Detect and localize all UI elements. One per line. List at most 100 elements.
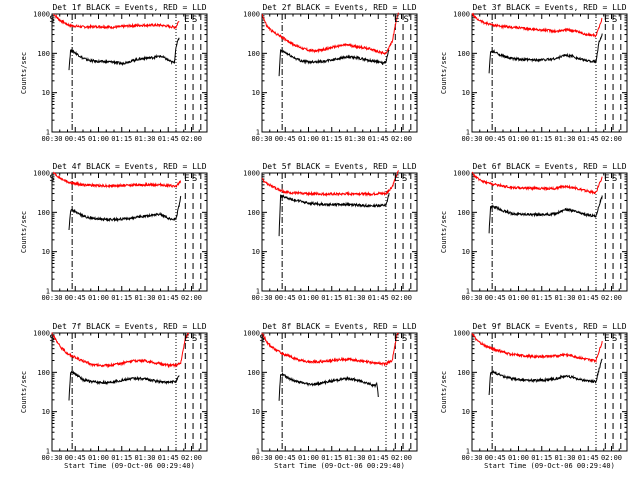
y-tick-label: 100 <box>37 209 50 217</box>
marker-label: E <box>184 334 189 344</box>
x-tick-label: 00:30 <box>251 135 272 143</box>
plot-frame <box>261 172 418 292</box>
x-tick-label: 01:00 <box>88 135 109 143</box>
x-axis-label: Start Time (09-Oct-06 00:29:40) <box>274 462 405 470</box>
series-line-events <box>488 358 603 396</box>
x-tick-label: 02:00 <box>181 454 202 462</box>
series-line-events <box>278 48 390 77</box>
y-tick-label: 10 <box>252 408 260 416</box>
y-axis-label: Counts/sec <box>440 52 448 94</box>
marker-label: E <box>184 174 189 184</box>
series-line-lld <box>261 170 399 198</box>
y-axis-label: Counts/sec <box>20 52 28 94</box>
x-tick-label: 02:00 <box>601 135 622 143</box>
marker-label: E <box>394 334 399 344</box>
series-line-events <box>68 195 182 231</box>
x-tick-label: 00:30 <box>461 454 482 462</box>
y-tick-label: 1 <box>46 288 50 296</box>
y-tick-label: 10 <box>42 408 50 416</box>
x-tick-label: 01:15 <box>321 454 342 462</box>
y-tick-label: 1 <box>46 129 50 137</box>
series-line-events <box>68 37 180 71</box>
marker-label: S <box>402 174 407 184</box>
series-line-events <box>68 370 180 401</box>
chart-panel-2: Det 2f BLACK = Events, RED = LLD 1 10 100 10… <box>243 3 418 143</box>
marker-label: S <box>192 174 197 184</box>
marker-label: S <box>49 334 54 344</box>
x-tick-label: 01:00 <box>298 454 319 462</box>
x-tick-label: 01:15 <box>111 135 132 143</box>
x-tick-label: 01:45 <box>578 294 599 302</box>
marker-label: E <box>394 174 399 184</box>
chart-panel-5: Det 5f BLACK = Events, RED = LLD 1 10 100 10… <box>243 162 418 302</box>
y-axis-label: Counts/sec <box>440 211 448 253</box>
marker-label: S <box>612 174 617 184</box>
plot-frame <box>51 13 208 133</box>
series-line-lld <box>471 333 603 364</box>
y-tick-label: 10 <box>252 89 260 97</box>
marker-label: S <box>192 15 197 25</box>
x-tick-label: 01:30 <box>134 294 155 302</box>
x-tick-label: 00:30 <box>461 294 482 302</box>
marker-label: S <box>49 174 54 184</box>
y-tick-label: 100 <box>37 50 50 58</box>
x-tick-label: 01:30 <box>134 454 155 462</box>
chart-title: Det 5f BLACK = Events, RED = LLD <box>262 162 416 171</box>
y-axis-label: Counts/sec <box>20 211 28 253</box>
y-tick-label: 10 <box>252 248 260 256</box>
x-tick-label: 01:30 <box>344 294 365 302</box>
x-tick-label: 00:45 <box>275 294 296 302</box>
x-tick-label: 01:00 <box>508 294 529 302</box>
x-tick-label: 00:30 <box>461 135 482 143</box>
y-tick-label: 1000 <box>453 330 470 338</box>
y-tick-label: 100 <box>37 369 50 377</box>
y-tick-label: 100 <box>457 369 470 377</box>
series-line-events <box>278 193 390 237</box>
series-line-events <box>278 371 379 401</box>
y-tick-label: 10 <box>42 248 50 256</box>
x-tick-label: 01:15 <box>531 294 552 302</box>
x-axis-label: Start Time (09-Oct-06 00:29:40) <box>484 462 615 470</box>
x-tick-label: 02:00 <box>601 294 622 302</box>
series-line-lld <box>471 171 603 195</box>
marker-label: S <box>612 15 617 25</box>
x-tick-label: 00:45 <box>485 454 506 462</box>
y-tick-label: 1 <box>256 288 260 296</box>
x-tick-label: 01:45 <box>578 454 599 462</box>
x-tick-label: 01:00 <box>508 454 529 462</box>
y-tick-label: 1 <box>466 448 470 456</box>
chart-panel-3: Det 3f BLACK = Events, RED = LLD 1 10 100 10… <box>440 3 628 143</box>
y-tick-label: 1 <box>466 129 470 137</box>
x-tick-label: 01:45 <box>368 135 389 143</box>
x-tick-label: 01:00 <box>88 454 109 462</box>
y-tick-label: 1 <box>466 288 470 296</box>
series-line-lld <box>261 332 399 367</box>
plot-frame <box>471 172 628 292</box>
series-line-lld <box>51 332 189 369</box>
x-tick-label: 01:00 <box>298 135 319 143</box>
x-tick-label: 02:00 <box>391 135 412 143</box>
marker-label: S <box>403 15 408 25</box>
chart-panel-1: Det 1f BLACK = Events, RED = LLD 1 10 100 10… <box>20 3 208 143</box>
x-tick-label: 00:30 <box>41 294 62 302</box>
y-tick-label: 10 <box>42 89 50 97</box>
y-tick-label: 1000 <box>33 170 50 178</box>
x-tick-label: 00:45 <box>275 135 296 143</box>
y-tick-label: 10 <box>462 248 470 256</box>
y-tick-label: 1 <box>256 129 260 137</box>
x-tick-label: 00:45 <box>485 135 506 143</box>
x-tick-label: 01:15 <box>111 454 132 462</box>
y-tick-label: 100 <box>457 209 470 217</box>
x-tick-label: 01:30 <box>554 454 575 462</box>
y-tick-label: 100 <box>247 50 260 58</box>
series-line-events <box>488 33 603 74</box>
chart-title: Det 6f BLACK = Events, RED = LLD <box>472 162 626 171</box>
x-tick-label: 01:15 <box>531 454 552 462</box>
marker-label: E <box>184 15 189 25</box>
series-line-lld <box>53 13 180 30</box>
x-tick-label: 01:45 <box>158 135 179 143</box>
y-tick-label: 10 <box>462 408 470 416</box>
x-tick-label: 01:45 <box>578 135 599 143</box>
y-tick-label: 1000 <box>33 11 50 19</box>
